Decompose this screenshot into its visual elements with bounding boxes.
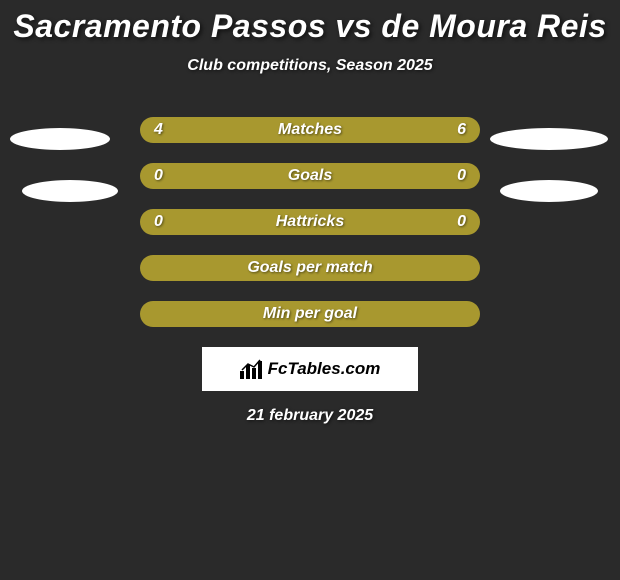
stat-label: Goals — [140, 167, 480, 185]
stat-bar: Goals per match — [140, 255, 480, 281]
comparison-date: 21 february 2025 — [0, 407, 620, 425]
comparison-title: Sacramento Passos vs de Moura Reis — [0, 0, 620, 45]
stat-row: Min per goal — [0, 301, 620, 327]
stat-label: Hattricks — [140, 213, 480, 231]
stat-label: Min per goal — [140, 305, 480, 323]
stat-label: Goals per match — [140, 259, 480, 277]
stat-bar: 0Hattricks0 — [140, 209, 480, 235]
source-logo-text: FcTables.com — [268, 359, 381, 379]
decorative-ellipse — [490, 128, 608, 150]
decorative-ellipse — [500, 180, 598, 202]
stat-bar: 0Goals0 — [140, 163, 480, 189]
comparison-subtitle: Club competitions, Season 2025 — [0, 57, 620, 75]
bar-chart-icon — [240, 359, 262, 379]
source-logo: FcTables.com — [240, 359, 381, 379]
decorative-ellipse — [10, 128, 110, 150]
stat-label: Matches — [140, 121, 480, 139]
source-logo-box: FcTables.com — [202, 347, 418, 391]
stat-bar: Min per goal — [140, 301, 480, 327]
stat-bar: 4Matches6 — [140, 117, 480, 143]
stat-row: Goals per match — [0, 255, 620, 281]
stat-row: 0Hattricks0 — [0, 209, 620, 235]
decorative-ellipse — [22, 180, 118, 202]
